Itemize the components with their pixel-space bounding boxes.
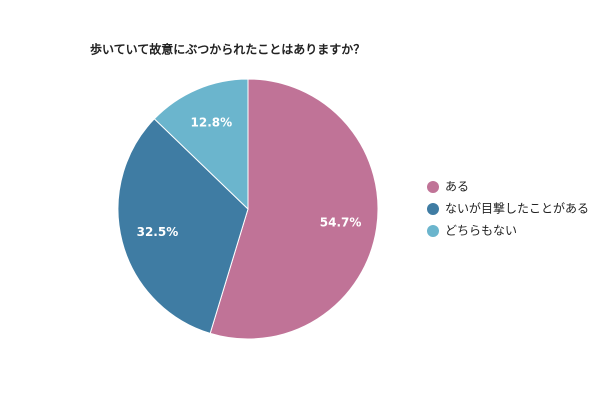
chart-title: 歩いていて故意にぶつかられたことはありますか？	[90, 42, 365, 57]
legend-swatch	[427, 225, 439, 237]
pie-slice	[153, 78, 249, 211]
legend-label: ある	[445, 180, 469, 194]
legend-swatch	[427, 181, 439, 193]
data-label: 54.7%	[320, 215, 362, 229]
legend-label: ないが目撃したことがある	[445, 201, 589, 216]
data-label: 32.5%	[137, 225, 179, 239]
pie-slice	[209, 78, 379, 340]
data-label: 12.8%	[191, 115, 233, 129]
legend-label: どちらもない	[445, 224, 517, 238]
legend-swatch	[427, 203, 439, 215]
pie-slice	[117, 118, 249, 334]
